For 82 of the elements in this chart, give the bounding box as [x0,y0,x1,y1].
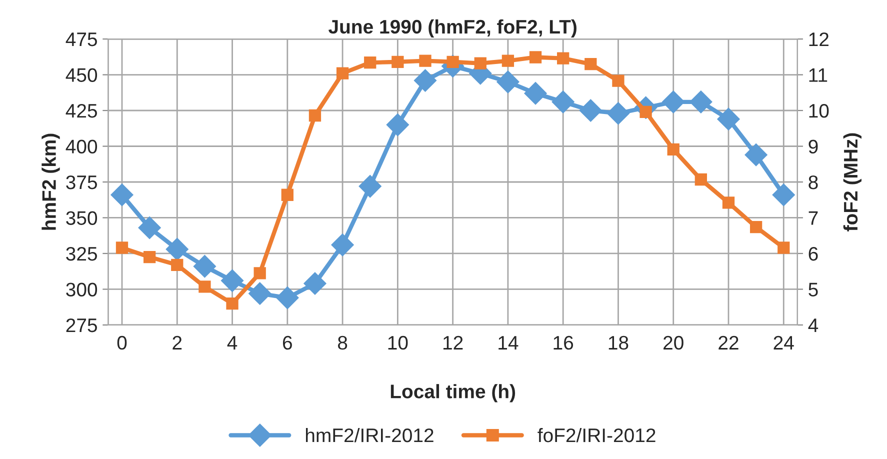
point [171,258,184,271]
x-tick-label: 4 [227,336,238,350]
point [281,188,294,201]
point [694,173,707,186]
point [254,267,266,280]
point [552,90,574,114]
y2-tick-label: 8 [808,175,818,190]
point [584,58,597,70]
x-tick-label: 12 [443,336,463,350]
x-tick-label: 20 [664,336,684,350]
y2-tick-label: 9 [808,140,818,154]
point [304,272,326,295]
x-tick-label: 8 [338,336,348,350]
point [198,280,211,293]
point [220,269,244,292]
legend-label: hmF2/IRI-2012 [306,428,434,442]
x-tick-label: 24 [774,336,794,350]
x-tick-label: 16 [554,336,574,350]
point [110,184,134,206]
chart-title: June 1990 (hmF2, foF2, LT) [328,19,576,38]
y2-tick-label: 11 [809,68,828,82]
point [744,144,768,166]
point [336,67,349,80]
x-tick-label: 10 [388,336,408,350]
x-tick-label: 18 [608,336,628,350]
x-tick-label: 2 [172,336,182,350]
point [419,54,432,67]
y2-tick-label: 12 [809,32,828,46]
y-axis-title: hmF2 (km) [42,134,60,230]
y2-tick-label: 5 [808,282,818,296]
y-tick-label: 400 [66,140,98,154]
x-tick-label: 14 [498,336,518,350]
point [750,220,762,234]
point [524,82,547,105]
x-tick-label: 22 [718,336,738,350]
x-axis-title: Local time (h) [390,384,516,402]
point [772,184,795,206]
point [166,238,188,261]
point [717,108,740,130]
point [138,216,161,240]
point [331,234,354,256]
point [606,102,630,125]
point [474,57,486,70]
y-tick-label: 425 [66,104,97,118]
y-tick-label: 375 [66,175,97,190]
point [193,255,216,278]
point [248,282,272,305]
point [690,90,712,114]
point [386,113,409,136]
point [364,56,376,69]
point [116,242,128,254]
y-tick-label: 300 [66,282,98,296]
point [308,109,322,122]
y-tick-label: 450 [66,68,98,82]
y2-axis-title: foF2 (MHz) [843,133,862,232]
point [778,242,790,254]
point [226,297,238,310]
point [392,56,404,68]
point [579,99,602,122]
point [496,70,520,94]
point [276,286,299,310]
y-tick-label: 475 [66,32,97,46]
y-tick-label: 275 [66,318,97,332]
point [667,143,680,156]
y2-tick-label: 4 [808,318,818,332]
point [529,51,542,64]
y-tick-label: 350 [66,211,98,225]
point [557,52,570,64]
x-tick-label: 6 [282,336,292,350]
point [414,69,437,92]
x-tick-label: 0 [117,336,127,350]
point [612,74,624,87]
point [502,54,514,67]
legend-label: foF2/IRI-2012 [538,428,656,442]
y2-tick-label: 10 [809,104,829,118]
point [143,250,156,264]
y2-tick-label: 6 [808,246,818,261]
y-tick-label: 325 [66,246,97,261]
point [358,174,382,198]
point [662,90,685,114]
point [722,196,735,209]
y2-tick-label: 7 [808,211,818,225]
